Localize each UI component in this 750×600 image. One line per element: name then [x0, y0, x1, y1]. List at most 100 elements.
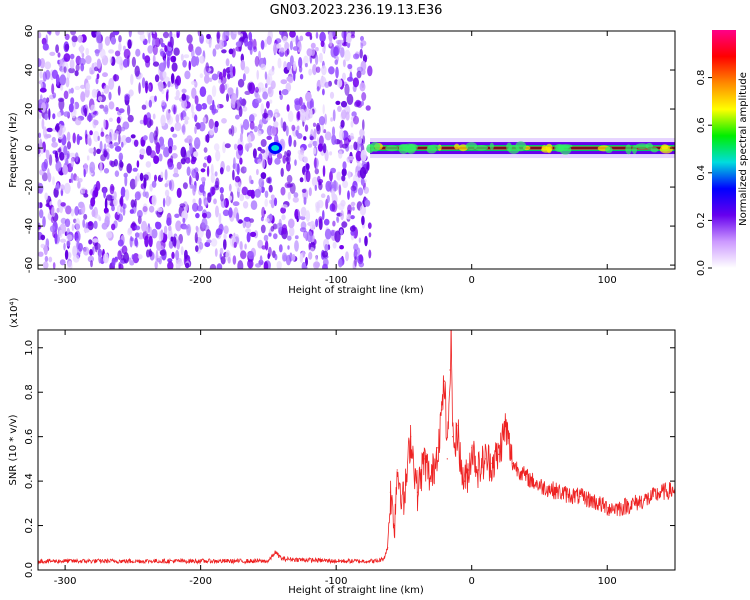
spectrogram-noise-blob — [181, 210, 188, 221]
spectrogram-line-blob — [659, 145, 673, 154]
spectrogram-noise-blob — [42, 216, 46, 228]
spectrogram-noise-blob — [284, 151, 287, 158]
snr-data-point — [449, 369, 451, 371]
snr-frame — [37, 329, 676, 571]
spectrogram-noise-blob — [122, 206, 126, 216]
spectrogram-noise-blob — [359, 166, 367, 179]
spectrogram-noise-blob — [235, 114, 240, 120]
spectrogram-noise-blob — [122, 58, 129, 68]
spectrogram-noise-blob — [44, 61, 52, 70]
spectrogram-noise-blob — [268, 151, 273, 159]
spectrogram-noise-blob — [288, 135, 292, 147]
spectrogram-noise-blob — [368, 232, 372, 238]
spectrogram-noise-blob — [226, 93, 229, 102]
spectrogram-x-tick-label: 0 — [469, 275, 475, 286]
spectrogram-noise-blob — [149, 226, 153, 239]
spectrogram-noise-blob — [51, 141, 58, 148]
spectrogram-noise-blob — [136, 172, 140, 182]
spectrogram-noise-blob — [112, 31, 120, 36]
spectrogram-noise-blob — [318, 116, 326, 126]
spectrogram-noise-blob — [246, 231, 251, 243]
spectrogram-line-blob — [370, 142, 381, 152]
spectrogram-noise-blob — [98, 252, 102, 264]
spectrogram-noise-blob — [299, 73, 304, 80]
spectrogram-noise-blob — [118, 263, 124, 269]
spectrogram-noise-blob — [176, 161, 182, 170]
snr-data-point — [606, 507, 608, 509]
spectrogram-noise-blob — [268, 213, 273, 222]
spectrogram-noise-blob — [256, 94, 261, 100]
spectrogram-noise-blob — [355, 99, 361, 107]
spectrogram-noise-blob — [332, 220, 336, 227]
spectrogram-noise-blob — [95, 31, 102, 36]
spectrogram-noise-blob — [244, 90, 251, 95]
spectrogram-noise-blob — [350, 215, 355, 220]
spectrogram-noise-blob — [165, 109, 171, 121]
spectrogram-noise-blob — [195, 212, 200, 219]
spectrogram-y-tick-label: 20 — [24, 103, 35, 116]
spectrogram-noise-blob — [308, 187, 312, 197]
spectrogram-noise-blob — [305, 163, 310, 171]
spectrogram-noise-blob — [154, 260, 158, 269]
spectrogram-noise-blob — [193, 151, 199, 158]
snr-data-point — [274, 551, 276, 553]
spectrogram-noise-blob — [305, 210, 311, 222]
spectrogram-noise-blob — [244, 220, 252, 229]
spectrogram-noise-blob — [69, 152, 76, 158]
spectrogram-noise-blob — [102, 72, 108, 78]
spectrogram-noise-blob — [67, 260, 73, 269]
spectrogram-noise-blob — [232, 66, 236, 77]
spectrogram-noise-blob — [200, 168, 206, 173]
spectrogram-noise-blob — [257, 158, 262, 164]
spectrogram-noise-blob — [132, 253, 140, 264]
spectrogram-noise-blob — [270, 198, 275, 209]
spectrogram-noise-blob — [285, 125, 289, 137]
snr-panel: -300 -200 -100 0 100 0.0 0.2 0.4 0.6 0.8 1.0 Heig… — [8, 297, 676, 596]
spectrogram-noise-blob — [237, 219, 243, 224]
spectrogram-noise-blob — [175, 89, 180, 98]
spectrogram-noise-blob — [321, 65, 327, 76]
spectrogram-noise-blob — [160, 229, 164, 241]
spectrogram-noise-blob — [292, 46, 299, 51]
spectrogram-noise-blob — [237, 78, 245, 88]
spectrogram-noise-blob — [55, 44, 59, 54]
spectrogram-noise-blob — [280, 79, 288, 85]
spectrogram-noise-blob — [106, 194, 113, 201]
spectrogram-noise-blob — [38, 58, 42, 68]
spectrogram-noise-blob — [274, 253, 278, 261]
spectrogram-noise-blob — [359, 82, 366, 92]
spectrogram-noise-blob — [90, 70, 94, 75]
spectrogram-noise-blob — [276, 153, 283, 160]
spectrogram-y-tick-label: -60 — [24, 257, 35, 273]
spectrogram-noise-blob — [170, 236, 174, 242]
spectrogram-noise-blob — [317, 143, 324, 152]
spectrogram-noise-blob — [45, 149, 50, 160]
spectrogram-noise-blob — [167, 80, 171, 88]
spectrogram-noise-blob — [164, 169, 168, 181]
spectrogram-noise-blob — [103, 150, 108, 158]
spectrogram-noise-blob — [304, 124, 309, 132]
spectrogram-noise-blob — [84, 107, 87, 118]
spectrogram-noise-blob — [228, 207, 233, 218]
spectrogram-noise-blob — [156, 257, 161, 263]
spectrogram-noise-blob — [347, 204, 352, 214]
spectrogram-noise-blob — [193, 184, 197, 192]
spectrogram-noise-blob — [202, 212, 207, 219]
spectrogram-noise-blob — [321, 250, 329, 258]
spectrogram-noise-blob — [303, 136, 307, 141]
spectrogram-noise-blob — [111, 223, 116, 231]
spectrogram-noise-blob — [98, 216, 102, 222]
spectrogram-noise-blob — [346, 93, 354, 105]
spectrogram-noise-blob — [211, 85, 217, 98]
spectrogram-noise-blob — [99, 104, 105, 109]
spectrogram-noise-blob — [113, 191, 117, 200]
spectrogram-noise-blob — [59, 59, 64, 65]
spectrogram-noise-blob — [152, 31, 156, 35]
spectrogram-noise-blob — [181, 100, 188, 109]
snr-series-line — [38, 330, 675, 565]
colorbar-tick-label: 0.4 — [696, 165, 707, 181]
spectrogram-noise-blob — [137, 209, 143, 218]
spectrogram-noise-blob — [326, 194, 330, 204]
snr-data-point — [132, 560, 134, 562]
spectrogram-noise-blob — [247, 82, 253, 92]
